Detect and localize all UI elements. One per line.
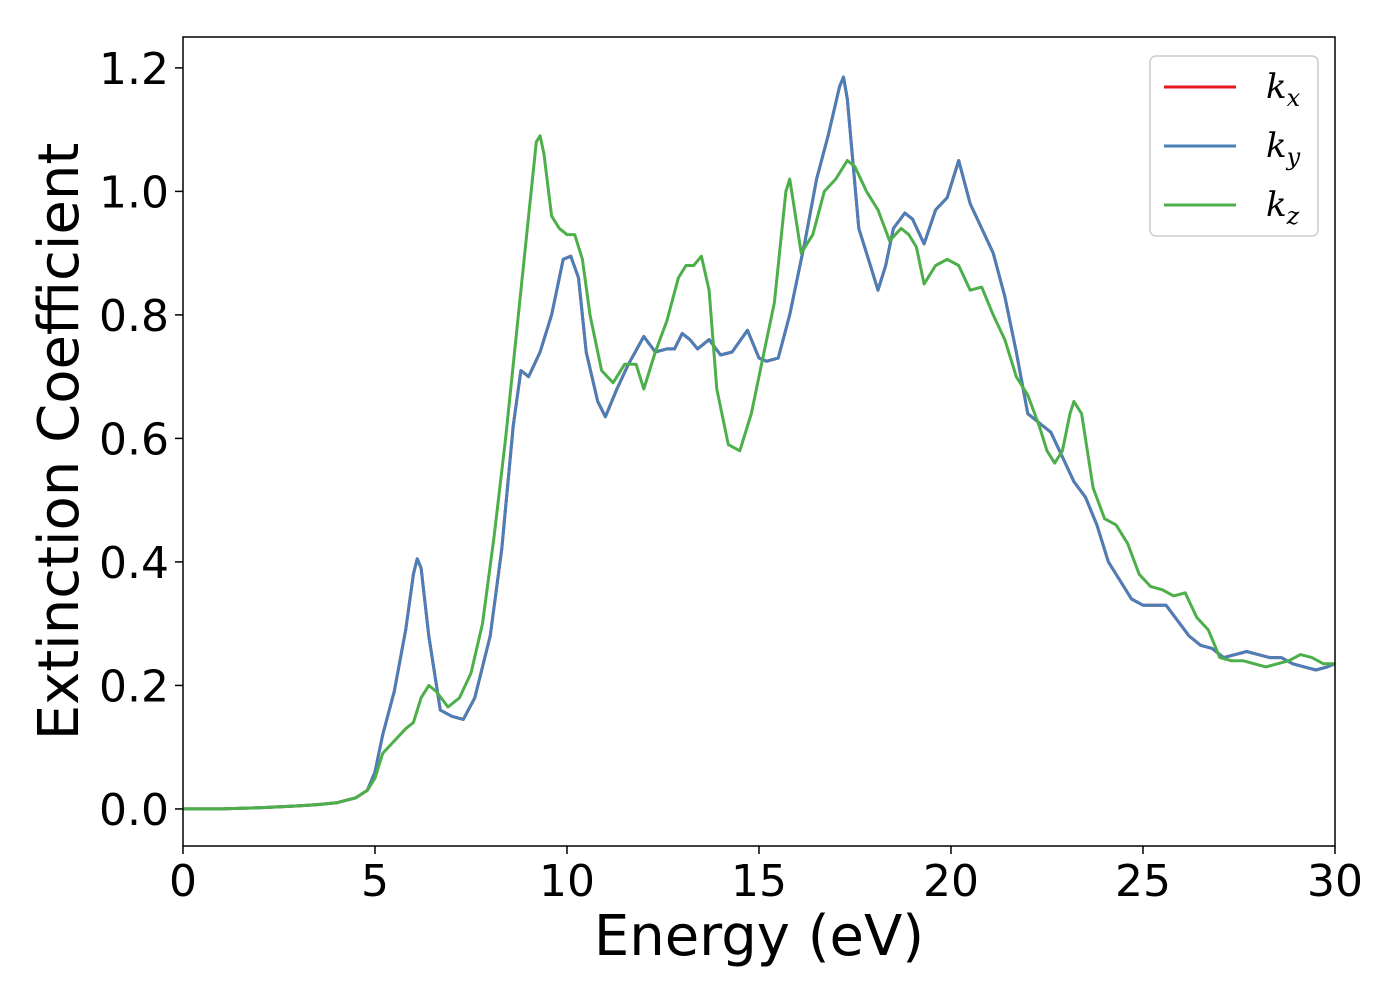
legend-label-main: k bbox=[1266, 126, 1287, 166]
y-tick-label: 0.6 bbox=[99, 414, 169, 465]
series-line-z bbox=[183, 134, 1335, 811]
y-tick-label: 0.0 bbox=[99, 785, 169, 836]
x-tick-label: 30 bbox=[1307, 856, 1363, 907]
x-tick-label: 25 bbox=[1115, 856, 1171, 907]
legend-label-sub: z bbox=[1286, 202, 1300, 230]
legend-label-x: kx bbox=[1266, 67, 1301, 112]
legend-label-sub: y bbox=[1286, 143, 1301, 171]
legend-label-main: k bbox=[1266, 67, 1287, 107]
x-tick-label: 15 bbox=[731, 856, 787, 907]
legend-label-main: k bbox=[1266, 185, 1287, 225]
y-tick-label: 0.4 bbox=[99, 538, 169, 589]
legend-label-sub: x bbox=[1287, 84, 1301, 112]
y-axis: 0.0 0.2 0.4 0.6 0.8 1.0 1.2 bbox=[99, 44, 183, 836]
y-tick-label: 1.2 bbox=[99, 44, 169, 95]
x-tick-label: 20 bbox=[923, 856, 979, 907]
x-tick-label: 10 bbox=[539, 856, 595, 907]
y-tick-label: 0.8 bbox=[99, 291, 169, 342]
y-axis-label: Extinction Coefficient bbox=[27, 143, 92, 741]
x-tick-label: 0 bbox=[169, 856, 197, 907]
legend-label-z: kz bbox=[1266, 185, 1300, 230]
x-axis-label: Energy (eV) bbox=[594, 904, 924, 969]
series-line-y bbox=[183, 75, 1335, 811]
legend-label-y: ky bbox=[1266, 126, 1301, 171]
y-tick-label: 1.0 bbox=[99, 167, 169, 218]
y-tick-label: 0.2 bbox=[99, 661, 169, 712]
x-axis: 0 5 10 15 20 25 30 bbox=[169, 846, 1363, 907]
x-tick-label: 5 bbox=[361, 856, 389, 907]
series-layer bbox=[183, 75, 1335, 811]
